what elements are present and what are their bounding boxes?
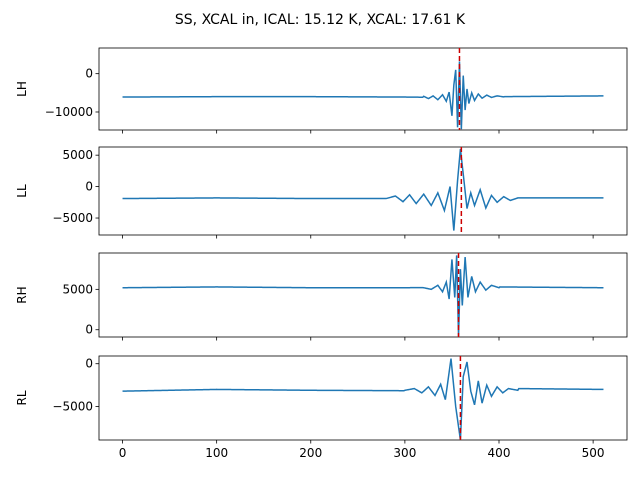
y-axis-label: LL [15,184,29,198]
axes-frame [98,47,628,131]
x-tick-label: 500 [582,446,605,460]
y-tick-label: −5000 [52,211,93,225]
y-tick-label: 0 [85,323,93,337]
y-tick-label: 5000 [62,148,93,162]
series-line [122,148,604,231]
y-axis-label: RL [15,390,29,405]
axes-frame [98,355,628,441]
subplot-stack: 0 −10000 LH 5000 0 −5000 LL 5000 0 RH 0 −5000 0 100 20… [15,47,628,460]
series-line [122,358,604,440]
y-axis-label: LH [15,81,29,97]
subplot-rh: 5000 0 RH [15,252,628,341]
y-tick-label: −10000 [45,105,93,119]
y-tick-label: 0 [85,357,93,371]
axes-frame [98,146,628,236]
y-axis-label: RH [15,286,29,303]
y-tick-label: −5000 [52,400,93,414]
y-tick-label: 0 [85,180,93,194]
series-line [122,61,604,130]
x-tick-label: 100 [205,446,228,460]
x-tick-label: 400 [488,446,511,460]
y-tick-label: 5000 [62,282,93,296]
subplot-lh: 0 −10000 LH [15,47,628,134]
x-tick-label: 0 [119,446,127,460]
figure-title: SS, XCAL in, ICAL: 15.12 K, XCAL: 17.61 … [175,12,466,28]
x-tick-label: 300 [393,446,416,460]
series-line [122,255,604,337]
subplot-ll: 5000 0 −5000 LL [15,146,628,239]
subplot-rl: 0 −5000 0 100 200 300 400 500 RL [15,355,628,460]
y-tick-label: 0 [85,67,93,81]
x-tick-label: 200 [299,446,322,460]
axes-frame [98,252,628,338]
